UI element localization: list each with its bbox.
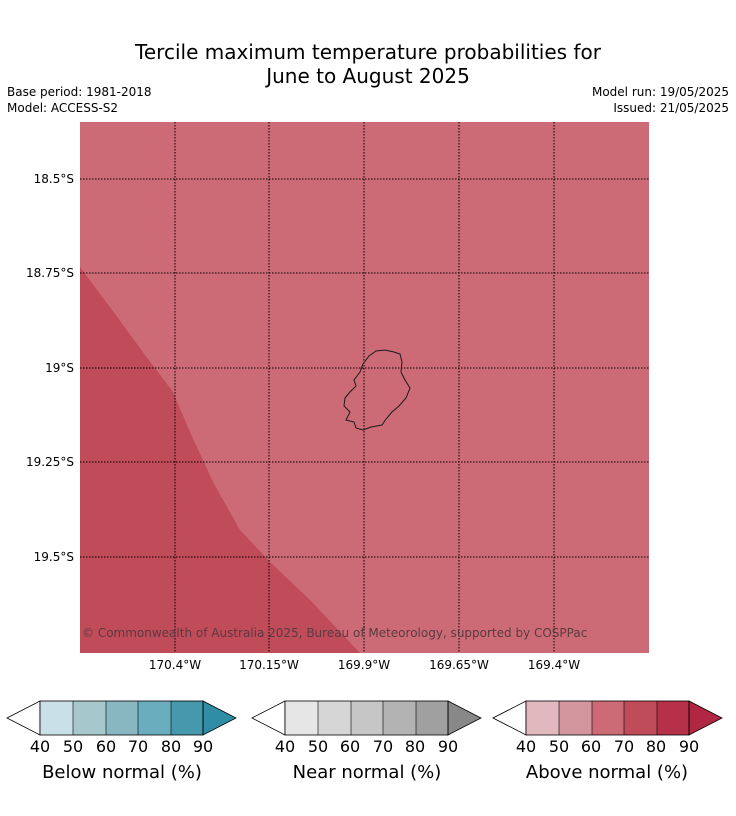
- tick-label: 70: [372, 737, 394, 756]
- tick-label: 70: [613, 737, 635, 756]
- colorbar-below-svg: [6, 700, 237, 736]
- tick-label: 90: [437, 737, 459, 756]
- tick-label: 70: [127, 737, 149, 756]
- tick-label: 50: [307, 737, 329, 756]
- colorbar-above-svg: [492, 700, 723, 736]
- tick-label: 90: [192, 737, 214, 756]
- lat-label: 18.5°S: [33, 172, 74, 186]
- map-svg: [80, 122, 649, 653]
- colorbar-below-normal: [6, 700, 237, 736]
- model-run: Model run: 19/05/2025: [591, 85, 729, 99]
- title-line-1: Tercile maximum temperature probabilitie…: [135, 40, 601, 64]
- tick-label: 60: [339, 737, 361, 756]
- tick-label: 90: [678, 737, 700, 756]
- lon-label: 170.15°W: [239, 658, 299, 672]
- colorbar-near-svg: [251, 700, 482, 736]
- lon-label: 170.4°W: [148, 658, 202, 672]
- tick-label: 80: [645, 737, 667, 756]
- tick-label: 50: [548, 737, 570, 756]
- chart-title: Tercile maximum temperature probabilitie…: [0, 40, 736, 88]
- copyright-text: © Commonwealth of Australia 2025, Bureau…: [82, 626, 588, 640]
- meta-left: Base period: 1981-2018 Model: ACCESS-S2: [7, 84, 152, 116]
- colorbar-label-above: Above normal (%): [525, 762, 689, 783]
- colorbar-above-normal: [492, 700, 723, 736]
- lon-label: 169.65°W: [429, 658, 489, 672]
- gridlines: [80, 122, 649, 653]
- tick-label: 40: [515, 737, 537, 756]
- title-line-2: June to August 2025: [266, 64, 470, 88]
- base-period: Base period: 1981-2018: [7, 85, 152, 99]
- lat-label: 19.25°S: [26, 455, 74, 469]
- niue-island-outline: [343, 349, 411, 431]
- model-name: Model: ACCESS-S2: [7, 101, 119, 115]
- tick-label: 40: [274, 737, 296, 756]
- tick-label: 80: [404, 737, 426, 756]
- lat-label: 19.5°S: [33, 550, 74, 564]
- meta-right: Model run: 19/05/2025 Issued: 21/05/2025: [592, 84, 729, 116]
- tick-label: 60: [580, 737, 602, 756]
- colorbar-label-below: Below normal (%): [42, 762, 202, 783]
- issued-date: Issued: 21/05/2025: [613, 101, 729, 115]
- map-panel[interactable]: © Commonwealth of Australia 2025, Bureau…: [80, 122, 649, 653]
- tick-label: 60: [95, 737, 117, 756]
- above-normal-80-region: [80, 267, 360, 653]
- lon-label: 169.4°W: [527, 658, 581, 672]
- lat-label: 18.75°S: [26, 266, 74, 280]
- tick-label: 50: [62, 737, 84, 756]
- lat-label: 19°S: [45, 361, 74, 375]
- tick-label: 40: [29, 737, 51, 756]
- colorbar-label-near: Near normal (%): [292, 762, 442, 783]
- lon-label: 169.9°W: [337, 658, 391, 672]
- tick-label: 80: [160, 737, 182, 756]
- colorbar-near-normal: [251, 700, 482, 736]
